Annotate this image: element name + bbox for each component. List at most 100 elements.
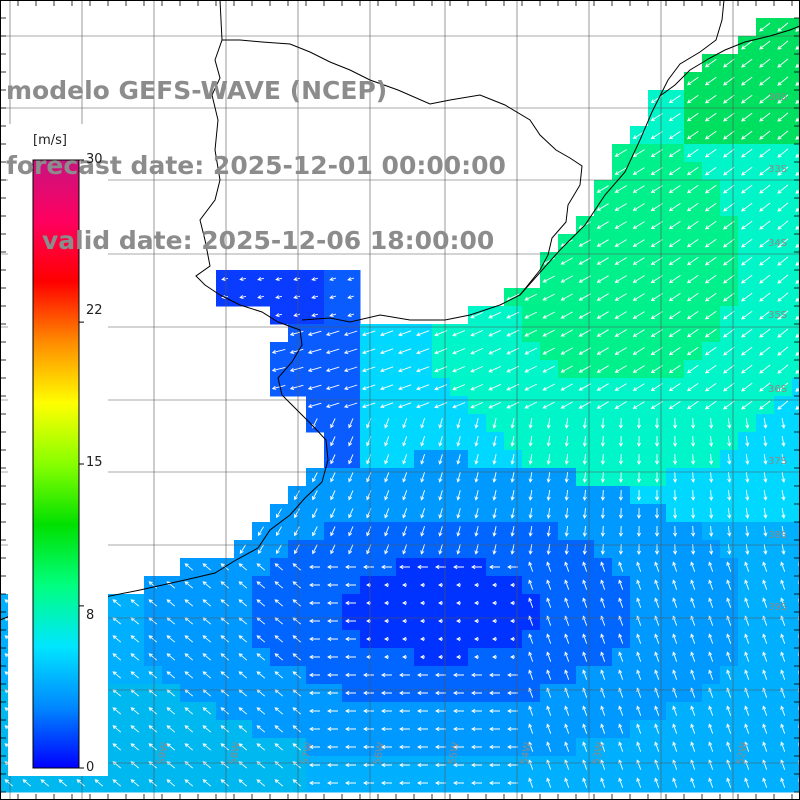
wind-arrow: [762, 705, 768, 716]
wind-arrow: [650, 383, 663, 391]
wind-arrow: [691, 543, 696, 555]
wind-arrow: [650, 275, 663, 283]
wind-arrow: [166, 779, 176, 787]
wind-arrow: [398, 366, 412, 373]
wind-arrow: [668, 185, 681, 194]
wind-arrow: [668, 347, 681, 356]
wind-arrow: [330, 436, 336, 447]
wind-arrow: [781, 472, 786, 483]
wind-arrow: [763, 418, 768, 429]
wind-arrow: [777, 346, 789, 356]
wind-cell: [792, 630, 800, 649]
wind-arrow: [759, 292, 771, 302]
wind-cell: [792, 666, 800, 685]
wind-arrow: [148, 725, 158, 733]
wind-arrow: [673, 507, 678, 519]
wind-arrow: [723, 400, 735, 410]
wind-arrow: [380, 366, 394, 373]
wind-arrow: [492, 418, 497, 429]
wind-arrow: [614, 383, 627, 391]
wind-arrow: [363, 690, 374, 696]
wind-arrow: [704, 130, 717, 140]
wind-arrow: [345, 726, 356, 732]
wind-arrow: [795, 405, 800, 410]
wind-arrow: [528, 777, 534, 788]
wind-arrow: [582, 561, 588, 572]
wind-arrow: [366, 618, 371, 624]
wind-arrow: [723, 328, 735, 338]
wind-cell: [792, 252, 800, 271]
wind-arrow: [777, 202, 789, 212]
wind-arrow: [528, 651, 534, 662]
wind-arrow: [474, 471, 479, 483]
wind-arrow: [399, 690, 410, 696]
wind-arrow: [741, 328, 753, 338]
wind-arrow: [650, 347, 663, 355]
wind-arrow: [112, 779, 122, 787]
latitude-label: 36S: [768, 384, 787, 395]
wind-arrow: [726, 723, 732, 734]
wind-arrow: [632, 185, 645, 193]
wind-arrow: [636, 669, 642, 680]
wind-arrow: [325, 366, 340, 373]
wind-arrow: [399, 708, 410, 714]
wind-arrow: [292, 743, 302, 751]
wind-arrow: [690, 651, 696, 662]
wind-arrow: [148, 779, 158, 787]
wind-arrow: [289, 366, 304, 372]
wind-arrow: [166, 599, 176, 607]
wind-arrow: [650, 329, 663, 337]
wind-arrow: [759, 94, 771, 104]
wind-arrow: [777, 400, 789, 410]
wind-arrow: [489, 708, 500, 714]
wind-arrow: [363, 744, 374, 750]
wind-arrow: [238, 563, 248, 571]
wind-arrow: [650, 131, 663, 139]
wind-arrow: [708, 705, 714, 716]
wind-arrow: [492, 544, 497, 555]
wind-arrow: [474, 453, 479, 465]
wind-arrow: [614, 275, 627, 283]
wind-arrow: [762, 651, 768, 662]
wind-arrow: [650, 167, 663, 175]
wind-arrow: [709, 507, 714, 519]
wind-arrow: [542, 347, 556, 355]
wind-arrow: [528, 705, 534, 716]
wind-arrow: [348, 544, 354, 555]
wind-arrow: [456, 526, 461, 537]
wind-arrow: [564, 561, 570, 572]
wind-arrow: [632, 221, 645, 229]
wind-arrow: [524, 365, 538, 373]
wind-arrow: [474, 654, 479, 660]
wind-arrow: [384, 508, 390, 519]
wind-arrow: [327, 726, 338, 732]
wind-arrow: [618, 453, 623, 465]
wind-arrow: [727, 417, 732, 429]
wind-arrow: [709, 417, 714, 429]
wind-arrow: [709, 543, 714, 555]
wind-arrow: [762, 579, 768, 590]
wind-arrow: [311, 313, 319, 318]
wind-arrow: [348, 436, 354, 447]
wind-arrow: [528, 418, 533, 429]
wind-arrow: [345, 654, 356, 660]
wind-arrow: [546, 723, 552, 734]
wind-arrow: [723, 238, 735, 248]
wind-arrow: [745, 471, 750, 483]
wind-arrow: [528, 741, 534, 752]
wind-arrow: [762, 561, 768, 572]
wind-arrow: [596, 347, 609, 355]
wind-arrow: [762, 759, 768, 770]
wind-arrow: [600, 471, 605, 483]
wind-arrow: [795, 45, 800, 50]
wind-cell: [792, 558, 800, 577]
wind-arrow: [704, 364, 717, 374]
wind-arrow: [614, 347, 627, 355]
wind-arrow: [438, 618, 443, 624]
wind-arrow: [741, 40, 753, 50]
wind-arrow: [564, 741, 570, 752]
wind-arrow: [416, 384, 430, 391]
wind-arrow: [294, 526, 300, 537]
wind-arrow: [596, 221, 609, 229]
wind-arrow: [438, 544, 443, 555]
